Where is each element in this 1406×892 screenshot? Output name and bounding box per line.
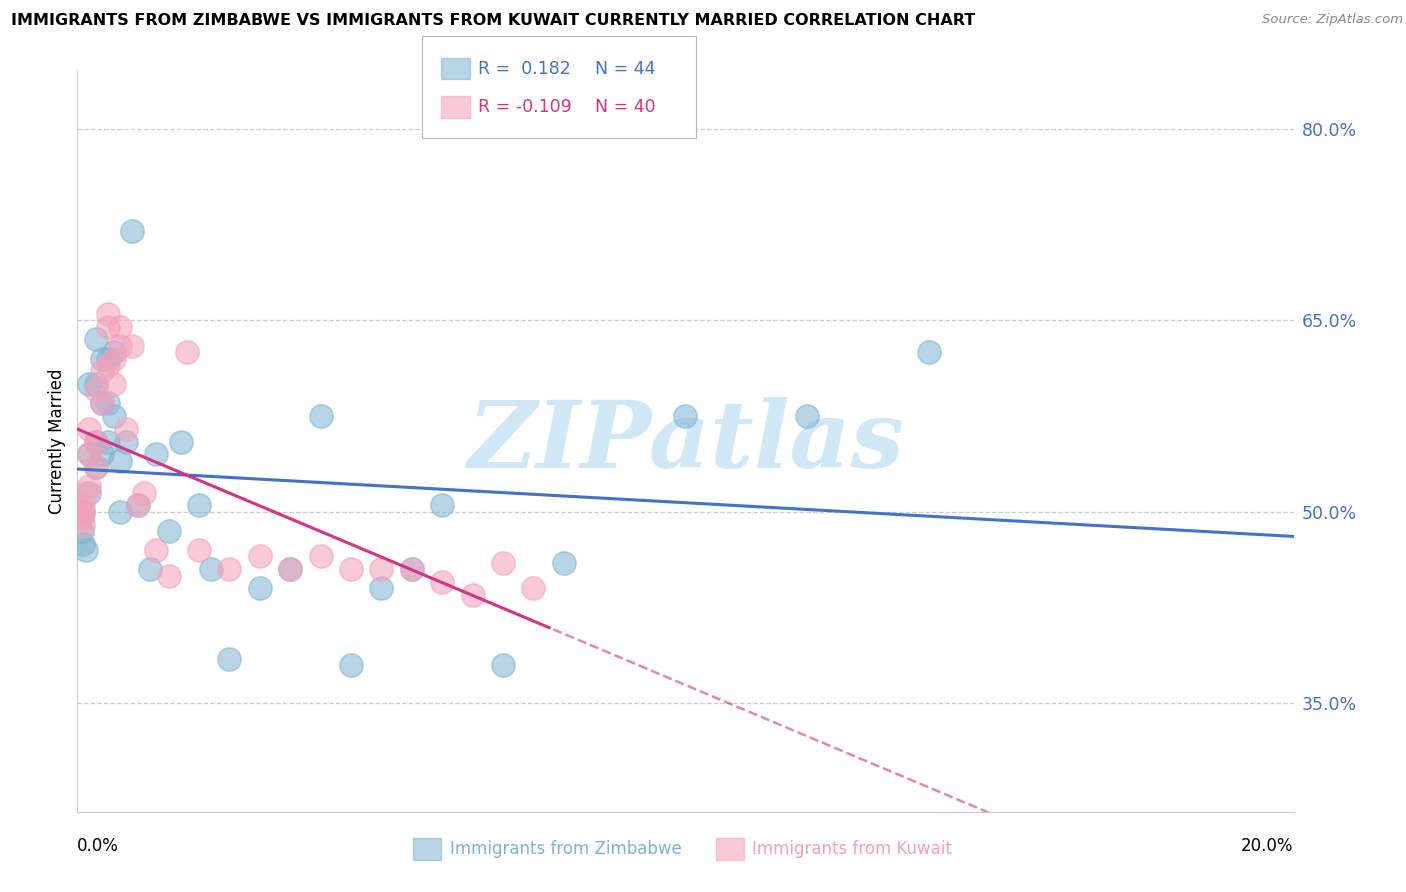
Point (309, 409, 332, 423)
Point (461, 588, 484, 602)
Point (430, 574, 453, 589)
Point (200, 562, 222, 576)
Text: Immigrants from Kuwait: Immigrants from Kuwait (752, 840, 952, 858)
Point (139, 562, 162, 576)
Point (90, 351, 112, 366)
Point (79, 479, 101, 493)
Point (103, 409, 125, 423)
Point (796, 409, 818, 423)
Point (309, 549, 332, 564)
Point (84, 434, 107, 449)
Point (72, 499, 94, 513)
Point (401, 562, 423, 576)
Point (188, 543, 211, 558)
Point (145, 447, 167, 461)
Text: IMMIGRANTS FROM ZIMBABWE VS IMMIGRANTS FROM KUWAIT CURRENTLY MARRIED CORRELATION: IMMIGRANTS FROM ZIMBABWE VS IMMIGRANTS F… (11, 13, 976, 29)
Point (103, 345, 125, 359)
Point (84, 460, 107, 475)
Point (145, 543, 167, 558)
Point (492, 556, 515, 570)
Point (188, 499, 211, 513)
Point (108, 319, 131, 334)
Point (249, 549, 271, 564)
Text: 20.0%: 20.0% (1241, 837, 1294, 855)
Point (103, 377, 125, 392)
Point (72, 517, 94, 532)
Point (522, 582, 544, 596)
Point (79, 422, 101, 436)
Point (218, 651, 240, 665)
Point (84, 333, 107, 347)
Point (97, 319, 120, 334)
Point (218, 562, 240, 576)
Point (115, 422, 138, 436)
Point (69, 505, 91, 519)
Text: 0.0%: 0.0% (77, 837, 120, 855)
Point (97, 396, 120, 410)
Point (157, 524, 180, 538)
Point (249, 582, 271, 596)
Point (492, 657, 515, 672)
Point (84, 384, 107, 398)
Point (84, 460, 107, 475)
Point (127, 499, 149, 513)
Text: N = 40: N = 40 (595, 98, 655, 116)
Point (675, 409, 697, 423)
Text: ZIPatlas: ZIPatlas (467, 397, 904, 486)
Point (97, 358, 120, 372)
Point (75, 543, 97, 558)
Point (103, 351, 125, 366)
Point (121, 224, 143, 238)
Text: Immigrants from Zimbabwe: Immigrants from Zimbabwe (450, 840, 682, 858)
Point (170, 434, 193, 449)
Point (97, 351, 120, 366)
Point (127, 499, 149, 513)
Point (108, 505, 131, 519)
Point (75, 485, 97, 500)
Point (176, 345, 198, 359)
Point (278, 562, 301, 576)
Y-axis label: Currently Married: Currently Married (48, 368, 66, 515)
Point (72, 505, 94, 519)
Text: Source: ZipAtlas.com: Source: ZipAtlas.com (1263, 13, 1403, 27)
Text: R =  0.182: R = 0.182 (478, 60, 571, 78)
Point (108, 339, 131, 353)
Point (370, 562, 392, 576)
Point (70, 524, 93, 538)
Point (72, 505, 94, 519)
Point (157, 568, 180, 582)
Point (340, 562, 363, 576)
Point (70, 511, 93, 525)
Point (79, 447, 101, 461)
Point (79, 447, 101, 461)
Point (430, 499, 453, 513)
Point (90, 396, 112, 410)
Point (121, 339, 143, 353)
Point (401, 562, 423, 576)
Point (278, 562, 301, 576)
Point (108, 453, 131, 467)
Point (115, 434, 138, 449)
Point (84, 377, 107, 392)
Point (79, 485, 101, 500)
Point (553, 556, 575, 570)
Text: R = -0.109: R = -0.109 (478, 98, 572, 116)
Text: N = 44: N = 44 (595, 60, 655, 78)
Point (97, 434, 120, 449)
Point (79, 377, 101, 392)
Point (84, 434, 107, 449)
Point (370, 582, 392, 596)
Point (918, 345, 941, 359)
Point (90, 447, 112, 461)
Point (340, 657, 363, 672)
Point (90, 364, 112, 378)
Point (69, 505, 91, 519)
Point (72, 536, 94, 550)
Point (97, 307, 120, 321)
Point (90, 396, 112, 410)
Point (134, 485, 156, 500)
